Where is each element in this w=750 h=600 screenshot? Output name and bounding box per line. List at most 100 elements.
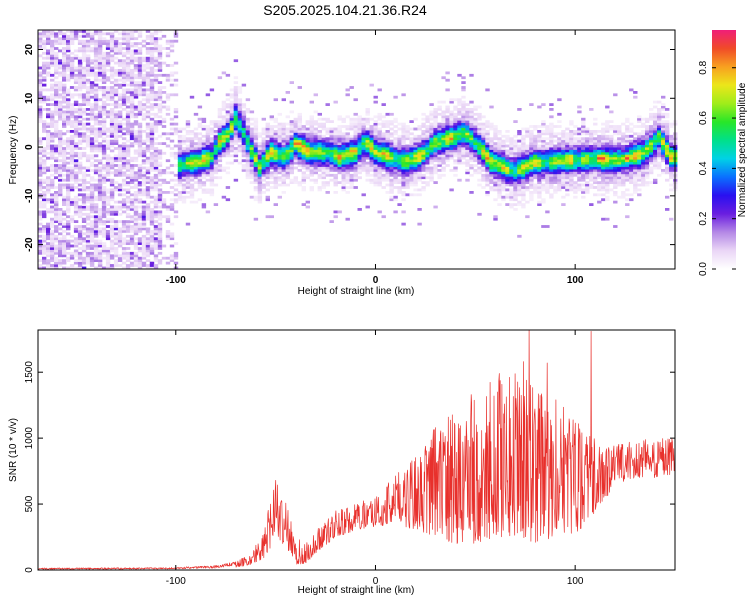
- spectrogram-cell: [293, 127, 298, 131]
- spectrogram-cell: [85, 69, 91, 72]
- spectrogram-cell: [461, 110, 466, 114]
- spectrogram-cell: [305, 130, 310, 133]
- spectrogram-cell: [469, 120, 474, 123]
- spectrogram-cell: [485, 166, 490, 170]
- spectrogram-cell: [241, 83, 247, 87]
- spectrogram-cell: [54, 198, 59, 202]
- spectrogram-cell: [69, 34, 75, 38]
- spectrogram-cell: [409, 183, 414, 187]
- spectrogram-cell: [97, 144, 103, 148]
- spectrogram-cell: [73, 88, 79, 92]
- spectrogram-cell: [121, 261, 127, 265]
- spectrogram-cell: [561, 169, 566, 172]
- spectrogram-cell: [129, 130, 135, 133]
- spectrogram-cell: [42, 42, 47, 45]
- spectrogram-cell: [169, 232, 175, 236]
- spectrogram-cell: [213, 132, 219, 136]
- spectrogram-cell: [261, 166, 266, 170]
- spectrogram-cell: [405, 130, 410, 133]
- spectrogram-cell: [385, 159, 390, 163]
- spectrogram-cell: [141, 78, 147, 82]
- spectrogram-cell: [125, 208, 131, 211]
- spectrogram-cell: [42, 261, 47, 265]
- spectrogram-cell: [257, 200, 263, 204]
- spectrogram-cell: [437, 100, 442, 104]
- spectrogram-cell: [337, 132, 342, 136]
- spectrogram-cell: [109, 183, 115, 187]
- spectrogram-cell: [389, 178, 394, 182]
- spectrogram-cell: [129, 159, 135, 163]
- spectrogram-cell: [38, 161, 43, 165]
- spectrogram-cell: [333, 183, 338, 187]
- spectrogram-cell: [145, 71, 151, 75]
- spectrogram-cell: [433, 142, 438, 145]
- spectrogram-cell: [77, 264, 83, 267]
- spectrogram-cell: [193, 164, 199, 167]
- spectrogram-cell: [349, 139, 354, 143]
- spectrogram-cell: [125, 215, 131, 219]
- spectrogram-cell: [553, 164, 558, 167]
- spectrogram-cell: [38, 91, 43, 94]
- spectrogram-cell: [309, 169, 314, 172]
- spectrogram-cell: [497, 156, 502, 160]
- spectrogram-cell: [38, 32, 43, 36]
- spectrogram-cell: [93, 73, 99, 77]
- spectrogram-cell: [445, 159, 450, 163]
- spectrogram-cell: [77, 105, 83, 109]
- spectrogram-cell: [77, 132, 83, 136]
- spectrogram-cell: [50, 51, 55, 55]
- spectrogram-cell: [137, 264, 143, 267]
- spectrogram-cell: [93, 42, 99, 45]
- spectrogram-cell: [273, 144, 278, 148]
- spectrogram-cell: [66, 173, 71, 177]
- spectrogram-cell: [101, 181, 107, 184]
- spectrogram-cell: [58, 95, 63, 99]
- spectrogram-cell: [129, 132, 135, 136]
- spectrogram-cell: [341, 149, 346, 153]
- spectrogram-cell: [69, 108, 75, 111]
- spectrogram-cell: [345, 137, 350, 141]
- spectrogram-cell: [289, 161, 294, 165]
- spectrogram-cell: [125, 64, 131, 67]
- spectrogram-cell: [537, 154, 542, 158]
- spectrogram-cell: [253, 164, 259, 167]
- spectrogram-cell: [137, 34, 143, 38]
- spectrogram-cell: [153, 247, 159, 250]
- spectrogram-cell: [549, 183, 554, 187]
- spectrogram-cell: [413, 127, 418, 131]
- spectrogram-cell: [369, 144, 374, 148]
- spectrogram-cell: [341, 166, 346, 170]
- spectrogram-cell: [333, 134, 338, 138]
- spectrogram-cell: [357, 115, 362, 119]
- spectrogram-cell: [54, 37, 59, 41]
- spectrogram-cell: [441, 110, 446, 114]
- spectrogram-cell: [149, 59, 155, 63]
- spectrogram-cell: [81, 151, 87, 155]
- spectrogram-cell: [149, 32, 155, 36]
- spectrogram-cell: [441, 166, 446, 170]
- spectrogram-cell: [50, 222, 55, 226]
- spectrogram-cell: [129, 142, 135, 145]
- spectrogram-cell: [97, 134, 103, 138]
- spectrogram-cell: [209, 142, 215, 145]
- spectrogram-cell: [169, 208, 175, 211]
- spectrogram-cell: [66, 232, 71, 236]
- spectrogram-cell: [561, 159, 566, 163]
- spectrogram-cell: [389, 171, 394, 175]
- spectrogram-cell: [66, 108, 71, 111]
- spectrogram-cell: [66, 144, 71, 148]
- spectrogram-cell: [54, 217, 59, 221]
- spectrogram-cell: [117, 164, 123, 167]
- spectrogram-cell: [333, 100, 338, 104]
- spectrogram-cell: [393, 159, 398, 163]
- spectrogram-cell: [157, 103, 163, 106]
- spectrogram-cell: [233, 149, 239, 153]
- spectrogram-cell: [117, 71, 123, 75]
- spectrogram-cell: [309, 134, 314, 138]
- spectrogram-cell: [449, 125, 454, 128]
- spectrogram-cell: [117, 220, 123, 223]
- spectrogram-cell: [54, 234, 59, 238]
- spectrogram-cell: [249, 122, 255, 126]
- spectrogram-cell: [373, 147, 378, 150]
- spectrogram-cell: [561, 173, 566, 177]
